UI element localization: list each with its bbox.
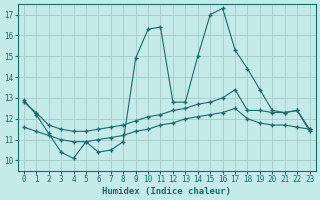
X-axis label: Humidex (Indice chaleur): Humidex (Indice chaleur)	[102, 187, 231, 196]
